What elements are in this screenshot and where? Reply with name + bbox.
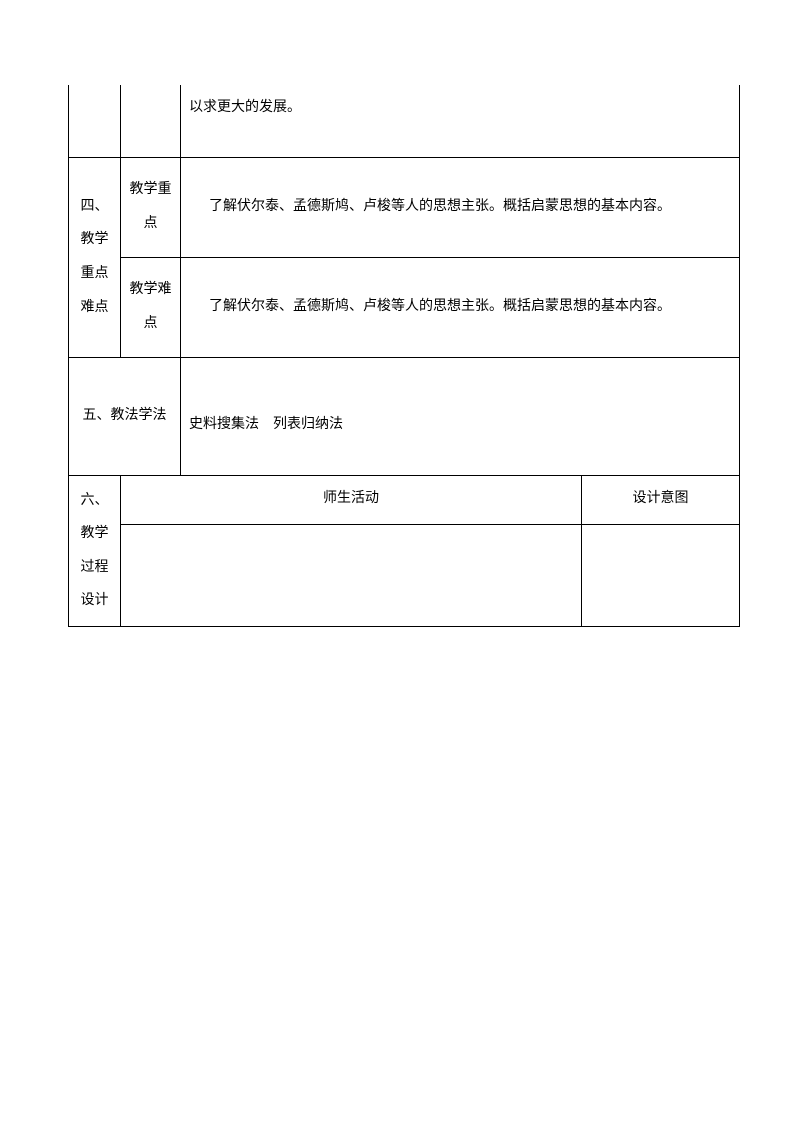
design-intent-header: 设计意图 [582,475,740,525]
difficult-point-label: 教学难点 [121,257,181,357]
key-point-content-text: 了解伏尔泰、孟德斯鸠、卢梭等人的思想主张。概括启蒙思想的基本内容。 [209,199,671,214]
activity-header: 师生活动 [121,475,582,525]
lesson-plan-table: 以求更大的发展。 四、教学重点难点 教学重点 了解伏尔泰、孟德斯鸠、卢梭等人的思… [68,85,740,358]
activity-content [121,525,582,627]
section4-label: 四、教学重点难点 [69,157,121,357]
row0-col1 [69,85,121,157]
process-design-table: 六、教学过程设计 师生活动 设计意图 [68,475,740,627]
prev-content-text: 以求更大的发展。 [189,100,301,115]
row0-col2 [121,85,181,157]
design-intent-content [582,525,740,627]
section6-label-text: 六、教学过程设计 [81,493,109,609]
teaching-method-text: 史料搜集法 列表归纳法 [189,417,343,432]
section4-label-text: 四、教学重点难点 [81,199,109,315]
key-point-content: 了解伏尔泰、孟德斯鸠、卢梭等人的思想主张。概括启蒙思想的基本内容。 [181,157,740,257]
teaching-method-table: 五、教法学法 史料搜集法 列表归纳法 [68,357,740,476]
difficult-point-content: 了解伏尔泰、孟德斯鸠、卢梭等人的思想主张。概括启蒙思想的基本内容。 [181,257,740,357]
design-intent-text: 设计意图 [633,491,689,506]
difficult-point-content-text: 了解伏尔泰、孟德斯鸠、卢梭等人的思想主张。概括启蒙思想的基本内容。 [209,299,671,314]
teaching-method-content: 史料搜集法 列表归纳法 [181,357,740,475]
section6-label: 六、教学过程设计 [69,475,121,626]
section5-label: 五、教法学法 [69,357,181,475]
key-point-text: 教学重点 [130,182,172,231]
row0-content: 以求更大的发展。 [181,85,740,157]
activity-header-text: 师生活动 [323,491,379,506]
section5-label-text: 五、教法学法 [83,408,167,423]
difficult-point-text: 教学难点 [130,282,172,331]
key-point-label: 教学重点 [121,157,181,257]
